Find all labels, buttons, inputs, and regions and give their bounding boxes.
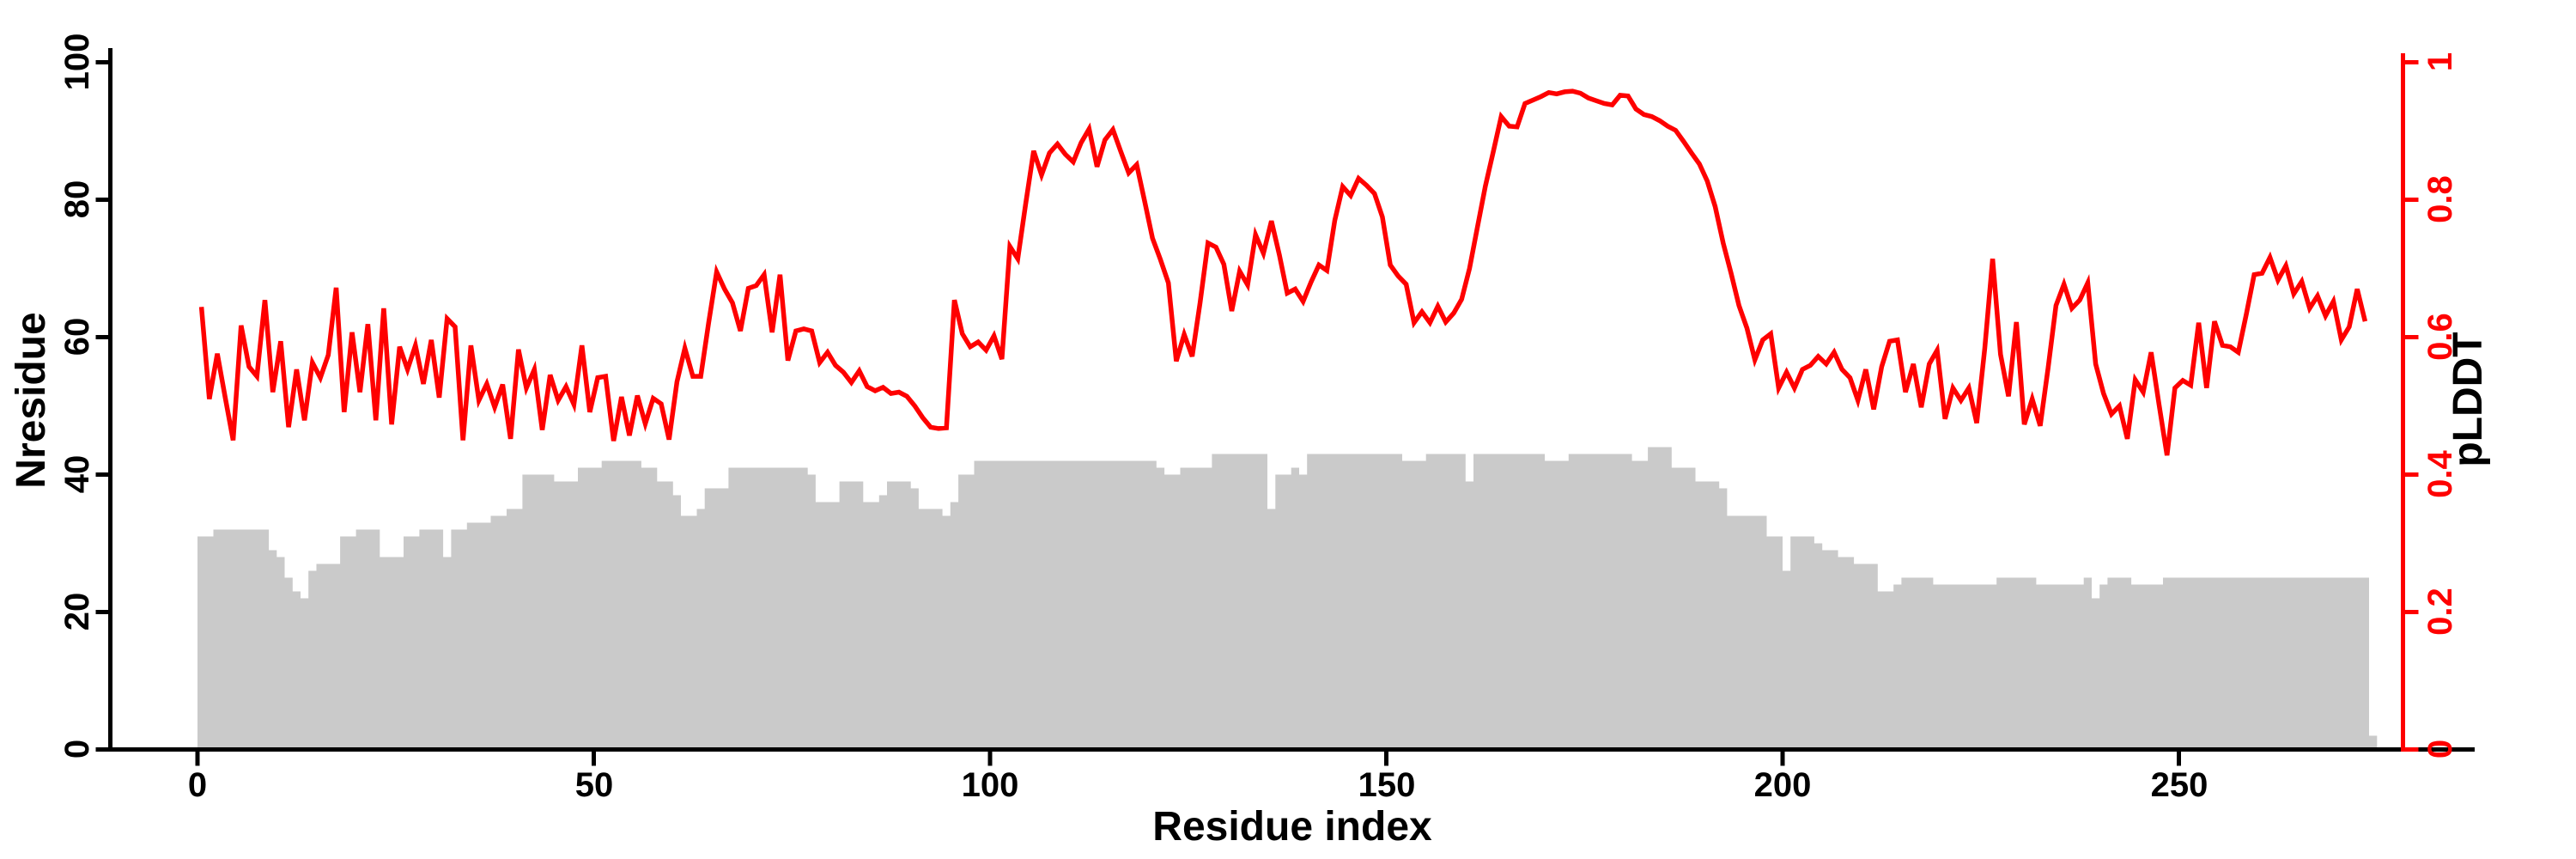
y-right-tick-label-1: 1 [2421,52,2459,72]
x-axis-title: Residue index [1152,803,1432,850]
plddt-line [198,88,2368,456]
y-right-axis-title: pLDDT [2445,332,2491,467]
x-tick-label-100: 100 [961,765,1019,804]
x-tick-label-50: 50 [574,765,614,804]
y-left-tick-label-60: 60 [58,317,96,356]
y-right-tick-label-0: 0 [2421,739,2459,759]
y-left-axis-title: Nresidue [8,312,54,489]
x-tick-label-150: 150 [1358,765,1416,804]
y-left-tick-label-20: 20 [58,592,96,631]
y-left-tick-label-100: 100 [58,33,96,91]
nresidue-bars [197,447,2378,750]
y-left-tick-label-80: 80 [58,180,96,219]
x-tick-label-250: 250 [2150,765,2208,804]
x-tick-label-0: 0 [187,765,208,804]
y-left-tick-label-40: 40 [58,454,96,494]
y-left-tick-label-0: 0 [58,739,96,759]
x-tick-label-200: 200 [1753,765,1812,804]
